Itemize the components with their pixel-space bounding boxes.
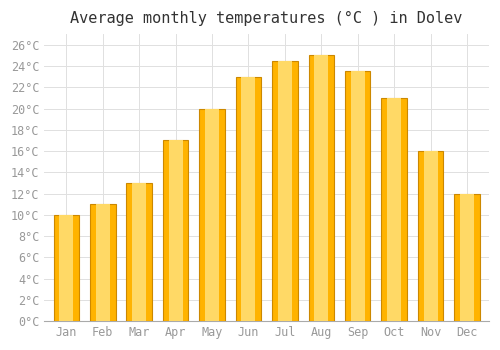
Bar: [54, 215, 79, 321]
Bar: [387, 98, 401, 321]
Bar: [168, 140, 182, 321]
Bar: [272, 61, 297, 321]
Bar: [126, 183, 152, 321]
Bar: [345, 71, 370, 321]
Bar: [242, 77, 256, 321]
Title: Average monthly temperatures (°C ) in Dolev: Average monthly temperatures (°C ) in Do…: [70, 11, 463, 26]
Bar: [205, 108, 219, 321]
Bar: [90, 204, 116, 321]
Bar: [424, 151, 438, 321]
Bar: [200, 108, 225, 321]
Bar: [314, 56, 328, 321]
Bar: [60, 215, 74, 321]
Bar: [96, 204, 110, 321]
Bar: [350, 71, 365, 321]
Bar: [132, 183, 146, 321]
Bar: [278, 61, 292, 321]
Bar: [236, 77, 261, 321]
Bar: [382, 98, 407, 321]
Bar: [460, 194, 474, 321]
Bar: [163, 140, 188, 321]
Bar: [308, 56, 334, 321]
Bar: [418, 151, 444, 321]
Bar: [454, 194, 480, 321]
